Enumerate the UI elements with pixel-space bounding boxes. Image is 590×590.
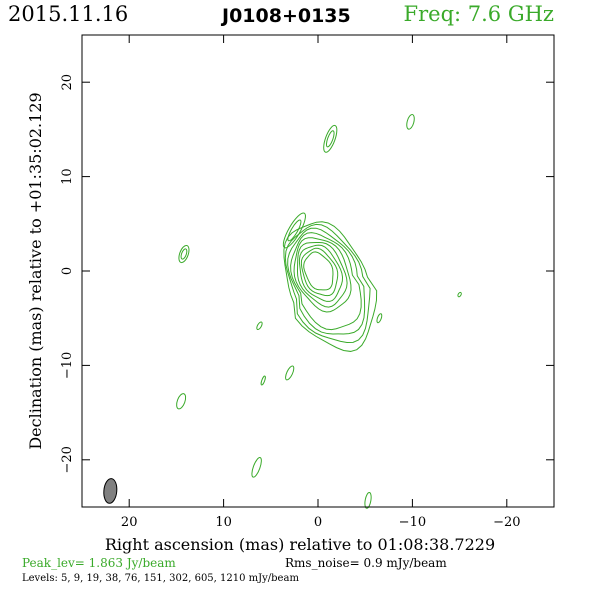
x-tick-label: −10 [399,515,426,530]
contour-levels: Levels: 5, 9, 19, 38, 76, 151, 302, 605,… [22,573,299,584]
frequency-label: Freq: 7.6 GHz [403,2,554,26]
source-name: J0108+0135 [222,5,351,27]
x-tick-label: 0 [314,515,322,530]
contour-feature [376,313,383,324]
axis-ticks: 20 10 0 −10 −20 20 10 0 −10 −20 [60,35,554,530]
y-tick-label: 0 [60,267,75,275]
contour-line [298,244,344,302]
observation-date: 2015.11.16 [8,2,129,26]
y-tick-label: −10 [60,352,75,379]
x-tick-label: 20 [121,515,138,530]
contour-feature [251,457,262,478]
contour-line [290,232,362,331]
contour-feature [176,393,187,410]
contour-line [284,223,371,344]
contour-feature [364,491,372,509]
contour-feature [180,248,188,260]
x-tick-label: −20 [493,515,520,530]
contour-line [287,227,366,335]
y-tick-label: 20 [60,74,75,91]
contour-line [283,221,378,352]
contour-feature [285,365,295,381]
contour-feature [325,130,335,148]
peak-level: Peak_lev= 1.863 Jy/beam [22,556,176,570]
rms-noise: Rms_noise= 0.9 mJy/beam [285,556,447,570]
y-tick-label: −20 [60,446,75,473]
y-tick-label: 10 [60,168,75,185]
plot-frame [81,34,555,508]
contour-feature [178,244,190,264]
contour-feature [260,375,266,386]
contour-feature [256,321,263,331]
contour-feature [406,114,415,130]
contour-feature [457,291,462,298]
contour-feature [287,219,302,242]
contour-layer [176,114,462,509]
contour-line [300,247,339,297]
contour-feature [323,124,338,153]
x-axis-label: Right ascension (mas) relative to 01:08:… [105,535,495,554]
contour-line [303,251,334,291]
x-tick-label: 10 [215,515,232,530]
contour-line [296,241,348,308]
contour-feature [282,212,306,249]
beam-layer [103,478,118,504]
beam-ellipse [103,478,118,504]
contour-line [293,237,352,313]
y-axis-label: Declination (mas) relative to +01:35:02.… [26,92,45,449]
